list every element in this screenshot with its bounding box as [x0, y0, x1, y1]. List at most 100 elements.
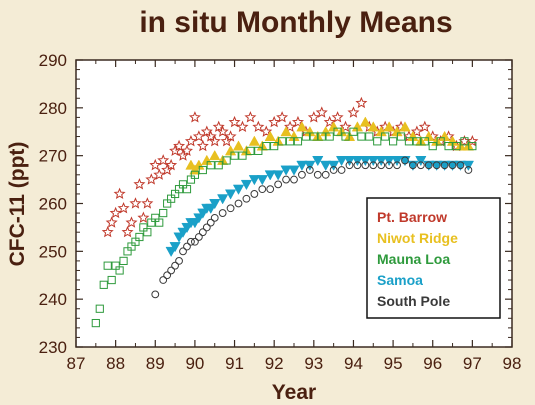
point-south-pole [401, 156, 409, 165]
point-pt-barrow [153, 168, 166, 180]
point-samoa [335, 156, 348, 167]
point-mauna-loa [293, 137, 303, 146]
point-south-pole [151, 290, 160, 299]
point-south-pole [416, 161, 425, 170]
x-tick-label: 91 [225, 354, 244, 373]
y-tick-label: 250 [39, 242, 67, 261]
point-south-pole [171, 261, 179, 270]
point-samoa [248, 175, 260, 186]
legend-label-niwot-ridge: Niwot Ridge [377, 230, 458, 246]
point-pt-barrow [125, 216, 138, 228]
point-mauna-loa [254, 146, 263, 155]
point-mauna-loa [135, 232, 144, 242]
point-south-pole [353, 161, 362, 170]
point-mauna-loa [143, 228, 152, 237]
point-mauna-loa [317, 132, 326, 141]
x-tick-label: 96 [423, 354, 442, 373]
x-tick-label: 95 [384, 354, 403, 373]
point-mauna-loa [396, 132, 406, 141]
y-tick-label: 260 [39, 195, 67, 214]
point-south-pole [187, 237, 195, 246]
point-mauna-loa [381, 132, 390, 141]
point-pt-barrow [157, 154, 170, 166]
point-south-pole [202, 223, 211, 232]
axis-ticks [75, 59, 513, 348]
y-tick-label: 280 [39, 99, 67, 118]
point-niwot-ridge [383, 121, 395, 132]
point-south-pole [313, 170, 322, 179]
point-south-pole [191, 237, 199, 246]
point-south-pole [183, 242, 191, 251]
point-pt-barrow [105, 216, 118, 228]
point-mauna-loa [468, 142, 477, 151]
point-pt-barrow [192, 130, 205, 142]
x-tick-label: 88 [106, 354, 125, 373]
chart-title: in situ Monthly Means [139, 6, 452, 39]
y-tick-label: 240 [39, 290, 67, 309]
point-samoa [217, 194, 229, 205]
legend: Pt. Barrow Niwot Ridge Mauna Loa Samoa South… [366, 197, 501, 319]
point-mauna-loa [206, 161, 215, 170]
point-mauna-loa [373, 137, 382, 146]
x-tick-label: 90 [185, 354, 204, 373]
point-south-pole [198, 228, 207, 237]
point-south-pole [159, 276, 168, 284]
point-samoa [328, 160, 340, 171]
point-pt-barrow [284, 120, 297, 133]
point-mauna-loa [285, 137, 295, 146]
point-mauna-loa [182, 185, 192, 194]
point-pt-barrow [184, 135, 197, 147]
point-south-pole [440, 161, 449, 170]
point-pt-barrow [268, 115, 281, 128]
point-south-pole [266, 185, 275, 194]
point-pt-barrow [188, 111, 201, 123]
point-mauna-loa [91, 318, 100, 328]
point-mauna-loa [262, 142, 271, 151]
point-samoa [375, 156, 387, 167]
point-mauna-loa [412, 137, 421, 146]
point-pt-barrow [204, 130, 217, 142]
point-niwot-ridge [296, 121, 308, 132]
point-south-pole [305, 166, 314, 174]
point-south-pole [218, 209, 227, 217]
point-pt-barrow [339, 120, 352, 133]
point-niwot-ridge [280, 126, 292, 137]
point-mauna-loa [107, 275, 116, 285]
point-south-pole [206, 218, 215, 227]
point-mauna-loa [333, 127, 342, 136]
point-pt-barrow [410, 125, 423, 137]
point-samoa [320, 160, 332, 171]
point-pt-barrow [180, 144, 193, 156]
point-samoa [383, 156, 395, 167]
point-south-pole [464, 166, 473, 174]
point-pt-barrow [355, 96, 368, 109]
point-pt-barrow [276, 111, 289, 123]
point-mauna-loa [246, 146, 255, 155]
point-mauna-loa [420, 137, 429, 146]
point-pt-barrow [177, 149, 190, 161]
point-south-pole [250, 190, 259, 198]
point-samoa [367, 156, 379, 167]
point-south-pole [258, 185, 267, 194]
x-tick-labels: 87 88 89 90 91 92 93 94 95 96 97 98 [67, 354, 522, 373]
point-pt-barrow [149, 158, 162, 171]
point-south-pole [321, 170, 330, 179]
point-mauna-loa [349, 127, 358, 136]
point-niwot-ridge [209, 149, 221, 161]
series-south-pole [151, 156, 473, 299]
point-mauna-loa [238, 151, 247, 160]
x-tick-label: 93 [304, 354, 323, 373]
point-pt-barrow [315, 106, 328, 118]
point-south-pole [282, 175, 290, 184]
series-pt-barrow [101, 96, 479, 238]
point-pt-barrow [121, 225, 134, 238]
point-mauna-loa [301, 132, 310, 141]
point-pt-barrow [418, 120, 431, 133]
point-pt-barrow [109, 206, 122, 219]
point-mauna-loa [341, 132, 350, 141]
point-pt-barrow [196, 139, 209, 152]
data-points [91, 96, 479, 328]
point-south-pole [456, 161, 465, 170]
y-tick-labels: 230 240 250 260 270 280 290 [39, 51, 67, 357]
point-south-pole [361, 161, 370, 170]
